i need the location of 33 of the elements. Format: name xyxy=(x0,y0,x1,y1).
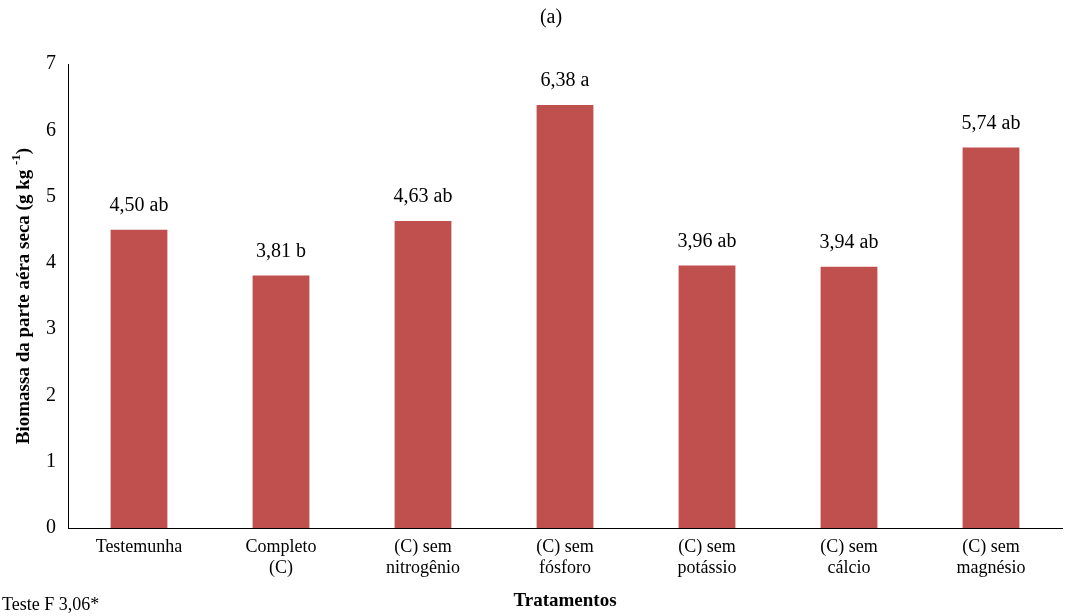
y-tick-label: 2 xyxy=(46,382,56,405)
y-tick-label: 6 xyxy=(46,117,56,140)
bar xyxy=(394,221,452,528)
bar xyxy=(110,229,168,528)
bar xyxy=(962,147,1020,528)
x-tick-label: (C) sem fósforo xyxy=(536,535,594,578)
data-label: 3,96 ab xyxy=(677,228,737,251)
data-label: 6,38 a xyxy=(540,68,590,91)
x-tick-label: Completo (C) xyxy=(245,535,317,579)
data-label: 4,63 ab xyxy=(393,184,453,207)
y-tick-label: 3 xyxy=(46,316,56,339)
chart-title: (a) xyxy=(539,5,563,29)
data-label: 4,50 ab xyxy=(109,192,169,215)
x-tick-label: (C) sem potássio xyxy=(677,535,737,578)
bar xyxy=(536,105,594,528)
y-axis-title: Biomassa da parte aéra seca (g kg -1) xyxy=(8,147,34,445)
y-tick-label: 1 xyxy=(46,448,56,471)
bar xyxy=(678,265,736,528)
data-label: 3,94 ab xyxy=(819,230,879,253)
text: Teste F 3,06* xyxy=(2,593,100,614)
y-tick-label: 5 xyxy=(46,183,56,206)
data-label: 3,81 b xyxy=(256,238,306,261)
x-tick-label: (C) sem magnésio xyxy=(956,535,1026,578)
bar xyxy=(252,275,310,528)
bar xyxy=(820,266,878,528)
y-tick-label: 7 xyxy=(46,51,56,74)
data-label: 5,74 ab xyxy=(961,110,1021,133)
x-axis-title: Tratamentos xyxy=(513,588,617,610)
y-tick-label: 0 xyxy=(46,515,56,538)
y-tick-label: 4 xyxy=(46,250,56,273)
x-tick-label: (C) sem nitrogênio xyxy=(386,535,460,578)
x-tick-label: Testemunha xyxy=(95,535,183,556)
x-tick-label: (C) sem cálcio xyxy=(820,535,878,578)
